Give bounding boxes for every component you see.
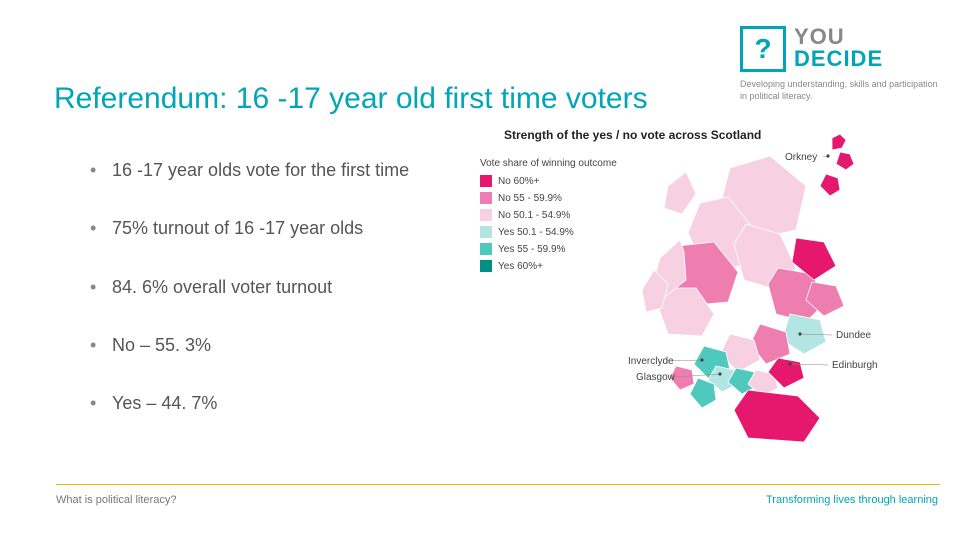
- map-region: [734, 390, 820, 442]
- logo-word-top: YOU: [794, 26, 883, 48]
- bullet-item: 75% turnout of 16 -17 year olds: [90, 216, 450, 240]
- legend-label: Yes 50.1 - 54.9%: [498, 227, 574, 238]
- logo-wordmark: YOU DECIDE: [794, 26, 883, 70]
- map-region: [820, 174, 840, 196]
- logo-row: ? YOU DECIDE: [740, 26, 940, 72]
- map-region: [664, 172, 696, 214]
- bullet-item: 84. 6% overall voter turnout: [90, 275, 450, 299]
- legend-swatch: [480, 192, 492, 204]
- legend-label: Yes 60%+: [498, 261, 543, 272]
- bullet-list: 16 -17 year olds vote for the first time…: [90, 158, 450, 449]
- brand-logo: ? YOU DECIDE Developing understanding, s…: [740, 26, 940, 102]
- legend-swatch: [480, 175, 492, 187]
- city-label: Edinburgh: [832, 360, 878, 371]
- footer-right-text: Transforming lives through learning: [766, 494, 938, 506]
- legend-swatch: [480, 243, 492, 255]
- city-dot: [700, 358, 703, 361]
- map-region: [836, 152, 854, 170]
- legend-label: Yes 55 - 59.9%: [498, 244, 565, 255]
- legend-swatch: [480, 209, 492, 221]
- city-label: Orkney: [785, 152, 817, 163]
- logo-tagline: Developing understanding, skills and par…: [740, 78, 940, 102]
- city-dot: [788, 362, 791, 365]
- footer-rule: [56, 484, 940, 485]
- city-label: Glasgow: [636, 372, 676, 383]
- city-dot: [826, 154, 829, 157]
- footer-left-text: What is political literacy?: [56, 494, 176, 506]
- bullet-item: Yes – 44. 7%: [90, 391, 450, 415]
- bullet-item: No – 55. 3%: [90, 333, 450, 357]
- city-dot: [718, 372, 721, 375]
- logo-glyph: ?: [754, 35, 771, 63]
- legend-label: No 50.1 - 54.9%: [498, 210, 570, 221]
- city-label: Dundee: [836, 330, 871, 341]
- legend-label: No 60%+: [498, 176, 539, 187]
- legend-swatch: [480, 226, 492, 238]
- city-label: Inverclyde: [628, 356, 674, 367]
- legend-swatch: [480, 260, 492, 272]
- legend-label: No 55 - 59.9%: [498, 193, 562, 204]
- logo-mark: ?: [740, 26, 786, 72]
- logo-word-bottom: DECIDE: [794, 48, 883, 70]
- map-region: [832, 134, 846, 150]
- scotland-map-figure: Strength of the yes / no vote across Sco…: [480, 128, 880, 488]
- slide-title: Referendum: 16 -17 year old first time v…: [54, 82, 648, 116]
- city-dot: [798, 332, 801, 335]
- slide: { "logo": { "glyph": "?", "word_top": "Y…: [0, 0, 960, 540]
- scotland-map-svg: Orkney Dundee Edinburgh Inverclyde Glasgow: [580, 128, 880, 488]
- bullet-item: 16 -17 year olds vote for the first time: [90, 158, 450, 182]
